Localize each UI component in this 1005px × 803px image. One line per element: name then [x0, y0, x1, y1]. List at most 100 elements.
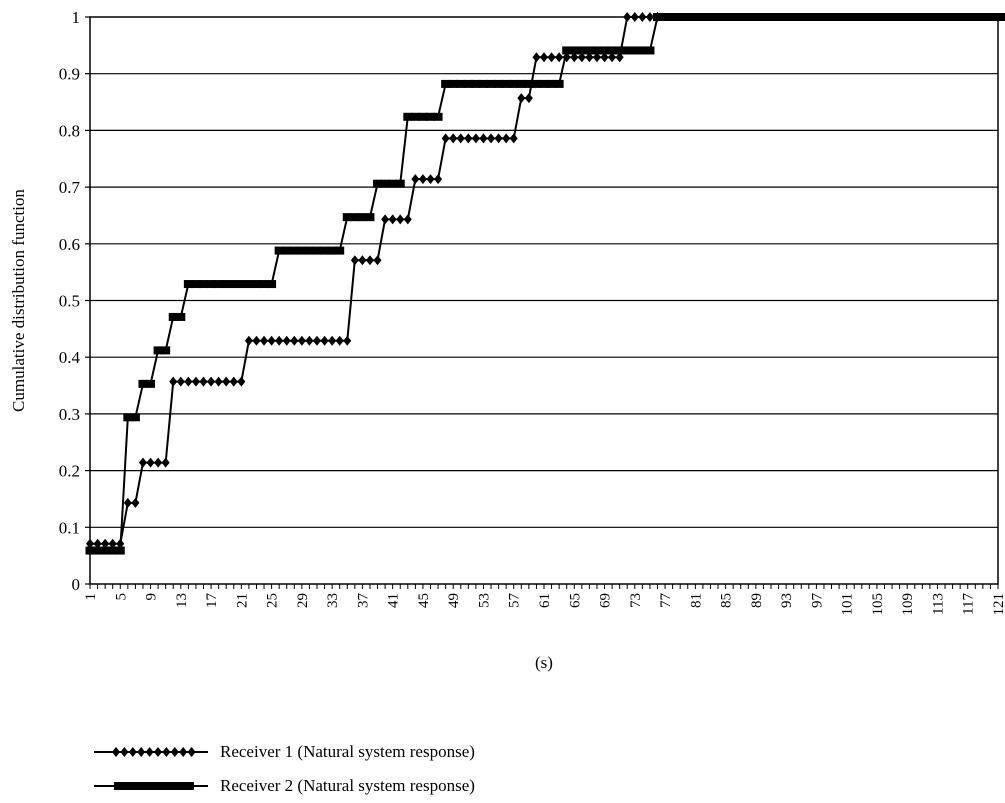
data-point: [131, 498, 139, 508]
data-point: [366, 255, 374, 265]
legend-marker: [188, 747, 196, 757]
data-point: [237, 377, 245, 387]
data-point: [434, 113, 443, 121]
x-tick-label: 85: [719, 593, 735, 608]
data-point: [298, 336, 306, 346]
data-point: [321, 336, 329, 346]
legend-marker: [120, 747, 128, 757]
data-point: [365, 213, 374, 221]
data-point: [434, 174, 442, 184]
data-point: [169, 377, 177, 387]
data-point: [328, 336, 336, 346]
series-layer: [86, 12, 1005, 555]
y-tick-label: 0.4: [59, 348, 81, 367]
data-point: [495, 133, 503, 143]
data-point: [222, 377, 230, 387]
x-tick-label: 65: [567, 593, 583, 608]
data-point: [207, 377, 215, 387]
data-point: [457, 133, 465, 143]
x-tick-label: 49: [446, 593, 462, 608]
x-tick-label: 53: [476, 593, 492, 608]
data-point: [381, 214, 389, 224]
data-point: [252, 336, 260, 346]
data-point: [464, 133, 472, 143]
y-tick-label: 0.2: [59, 462, 80, 481]
legend-label-receiver-1: Receiver 1 (Natural system response): [220, 742, 475, 762]
legend-label-receiver-2: Receiver 2 (Natural system response): [220, 776, 475, 796]
data-point: [343, 336, 351, 346]
x-tick-label: 9: [144, 593, 160, 601]
x-tick-label: 45: [416, 593, 432, 608]
x-axis-label: (s): [535, 653, 553, 672]
y-tick-label: 0.1: [59, 518, 80, 537]
legend-item-receiver-2: Receiver 2 (Natural system response): [92, 769, 475, 803]
data-point: [245, 336, 253, 346]
x-tick-label: 97: [809, 593, 825, 609]
data-point: [389, 214, 397, 224]
data-point: [548, 52, 556, 62]
data-point: [555, 52, 563, 62]
data-point: [358, 255, 366, 265]
legend-marker: [137, 747, 145, 757]
legend-marker: [154, 747, 162, 757]
data-point: [124, 498, 132, 508]
data-point: [335, 247, 344, 255]
x-tick-label: 33: [325, 593, 341, 608]
data-point: [313, 336, 321, 346]
data-point: [267, 280, 276, 288]
data-point: [154, 458, 162, 468]
data-point: [161, 346, 170, 354]
y-tick-label: 0.3: [59, 405, 80, 424]
data-point: [215, 377, 223, 387]
data-point: [162, 458, 170, 468]
data-point: [411, 174, 419, 184]
legend-marker: [179, 747, 187, 757]
x-tick-label: 25: [265, 593, 281, 608]
thick-bar-line-swatch-icon: [92, 776, 210, 796]
data-point: [510, 133, 518, 143]
x-tick-label: 77: [658, 593, 674, 609]
data-point: [427, 174, 435, 184]
data-point: [116, 547, 125, 555]
data-point: [374, 255, 382, 265]
x-tick-label: 17: [204, 593, 220, 609]
x-tick-label: 89: [749, 593, 765, 608]
x-tick-label: 101: [840, 593, 856, 616]
data-point: [419, 174, 427, 184]
x-tick-label: 69: [598, 593, 614, 608]
y-tick-label: 0.8: [59, 121, 80, 140]
data-point: [645, 46, 654, 54]
series-receiver-2: [86, 13, 1005, 555]
x-tick-label: 1: [83, 593, 99, 601]
y-tick-label: 1: [72, 8, 81, 27]
x-tick-label: 113: [930, 593, 946, 615]
data-point: [147, 458, 155, 468]
data-point: [283, 336, 291, 346]
data-point: [275, 336, 283, 346]
data-point: [336, 336, 344, 346]
legend-marker: [129, 747, 137, 757]
x-tick-label: 73: [628, 593, 644, 608]
data-point: [177, 377, 185, 387]
data-point: [540, 52, 548, 62]
data-point: [517, 93, 525, 103]
legend-marker: [162, 747, 170, 757]
x-tick-label: 37: [355, 593, 371, 609]
x-tick-label: 61: [537, 593, 553, 608]
data-point: [305, 336, 313, 346]
x-tick-label: 93: [779, 593, 795, 608]
data-point: [487, 133, 495, 143]
data-point: [230, 377, 238, 387]
x-tick-label: 105: [870, 593, 886, 616]
data-point: [184, 377, 192, 387]
data-point: [449, 133, 457, 143]
x-tick-label: 109: [900, 593, 916, 616]
x-tick-label: 57: [507, 593, 523, 609]
data-point: [442, 133, 450, 143]
data-point: [146, 380, 155, 388]
diamond-line-swatch-icon: [92, 742, 210, 762]
y-tick-label: 0.7: [59, 178, 81, 197]
data-point: [268, 336, 276, 346]
data-point: [404, 214, 412, 224]
